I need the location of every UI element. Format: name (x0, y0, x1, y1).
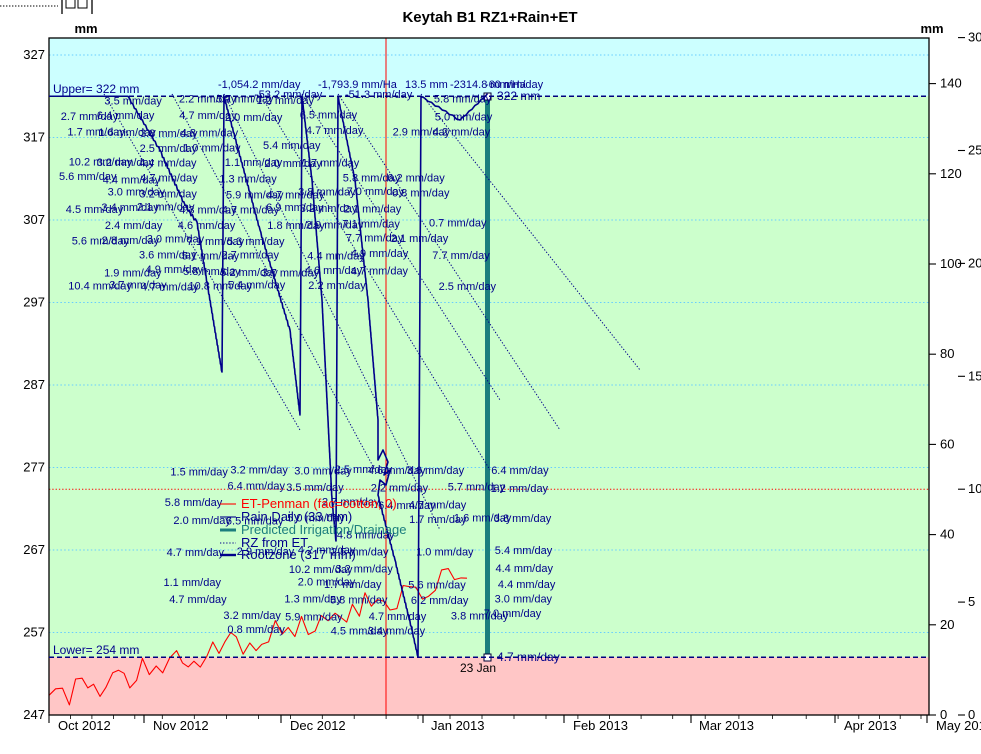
svg-text:-53.2 mm/day: -53.2 mm/day (255, 89, 323, 101)
svg-text:23 Jan: 23 Jan (460, 661, 496, 675)
svg-text:Upper= 322 mm: Upper= 322 mm (53, 82, 139, 96)
svg-text:Feb 2013: Feb 2013 (573, 718, 628, 733)
svg-text:4.4 mm/day: 4.4 mm/day (496, 563, 554, 575)
svg-text:5.4 mm/day: 5.4 mm/day (495, 545, 553, 557)
svg-text:5.3 mm/day: 5.3 mm/day (227, 236, 285, 248)
svg-text:5.6 mm/day: 5.6 mm/day (408, 580, 466, 592)
svg-text:7.1 mm/day: 7.1 mm/day (342, 218, 400, 230)
svg-text:80: 80 (940, 346, 954, 361)
svg-text:3.6 mm/day: 3.6 mm/day (407, 465, 465, 477)
svg-text:5.8 mm/day: 5.8 mm/day (434, 94, 492, 106)
svg-text:5.4 mm/day: 5.4 mm/day (263, 140, 321, 152)
svg-text:15: 15 (968, 368, 981, 383)
svg-text:mm: mm (74, 21, 97, 36)
svg-text:1.0 mm/day: 1.0 mm/day (183, 142, 241, 154)
svg-text:247: 247 (23, 707, 45, 722)
svg-text:25: 25 (968, 143, 981, 158)
svg-text:2.4 mm/day: 2.4 mm/day (105, 220, 163, 232)
svg-text:20: 20 (968, 255, 981, 270)
svg-text:287: 287 (23, 377, 45, 392)
svg-text:4.7 mm/day: 4.7 mm/day (167, 547, 225, 559)
svg-text:267: 267 (23, 542, 45, 557)
svg-text:2.0 mm/day: 2.0 mm/day (225, 112, 283, 124)
svg-text:7.0 mm/day: 7.0 mm/day (484, 608, 542, 620)
svg-text:3.4 mm/day: 3.4 mm/day (368, 625, 426, 637)
svg-text:1.0 mm/day: 1.0 mm/day (416, 547, 474, 559)
svg-text:257: 257 (23, 625, 45, 640)
svg-text:277: 277 (23, 460, 45, 475)
svg-text:4.6 mm/day: 4.6 mm/day (178, 220, 236, 232)
svg-text:4.9 mm/day: 4.9 mm/day (351, 248, 409, 260)
svg-text:0.7 mm/day: 0.7 mm/day (429, 217, 487, 229)
svg-text:1.1 mm/day: 1.1 mm/day (164, 577, 222, 589)
svg-text:Rootzone (317 mm): Rootzone (317 mm) (241, 547, 356, 562)
svg-text:120: 120 (940, 166, 962, 181)
svg-text:4.7 mm/day: 4.7 mm/day (409, 500, 467, 512)
svg-text:1.7 mm/day: 1.7 mm/day (324, 579, 382, 591)
svg-text:5.8 mm/day: 5.8 mm/day (165, 497, 223, 509)
svg-text:2.7 mm/day: 2.7 mm/day (222, 249, 280, 261)
svg-text:30: 30 (968, 30, 981, 45)
svg-text:140: 140 (940, 76, 962, 91)
svg-text:Mar 2013: Mar 2013 (699, 718, 754, 733)
svg-text:May 2013: May 2013 (936, 718, 981, 733)
svg-text:6.4 mm/day: 6.4 mm/day (491, 465, 549, 477)
svg-text:4.8 mm/day: 4.8 mm/day (181, 128, 239, 140)
svg-text:6.4 mm/day: 6.4 mm/day (228, 481, 286, 493)
svg-text:20: 20 (940, 617, 954, 632)
svg-text:6.4 mm/day: 6.4 mm/day (97, 110, 155, 122)
svg-text:6.5 mm/day: 6.5 mm/day (300, 110, 358, 122)
svg-text:Apr 2013: Apr 2013 (844, 718, 897, 733)
svg-text:Lower= 254 mm: Lower= 254 mm (53, 643, 139, 657)
svg-text:-51.3 mm/day: -51.3 mm/day (345, 89, 413, 101)
svg-text:5.9 mm/day: 5.9 mm/day (285, 612, 343, 624)
svg-text:Jan 2013: Jan 2013 (431, 718, 485, 733)
svg-text:6.2 mm/day: 6.2 mm/day (411, 595, 469, 607)
svg-text:2.5 mm/day: 2.5 mm/day (439, 281, 497, 293)
svg-text:327: 327 (23, 47, 45, 62)
svg-text:Nov 2012: Nov 2012 (153, 718, 209, 733)
svg-text:mm: mm (920, 21, 943, 36)
svg-text:3.0 mm/day: 3.0 mm/day (495, 594, 553, 606)
svg-text:4.7 mm/day: 4.7 mm/day (169, 594, 227, 606)
svg-text:Keytah B1 RZ1+Rain+ET: Keytah B1 RZ1+Rain+ET (402, 9, 577, 26)
svg-text:Dec 2012: Dec 2012 (290, 718, 346, 733)
svg-text:3.2 mm/day: 3.2 mm/day (230, 464, 288, 476)
svg-text:4.7 mm/day: 4.7 mm/day (351, 266, 409, 278)
svg-text:5: 5 (968, 594, 975, 609)
svg-text:10: 10 (968, 481, 981, 496)
svg-text:3.2 mm/day: 3.2 mm/day (223, 610, 281, 622)
svg-text:297: 297 (23, 295, 45, 310)
svg-text:1.2 mm/day: 1.2 mm/day (491, 483, 549, 495)
svg-text:5.8 mm/day: 5.8 mm/day (330, 595, 388, 607)
svg-text:3.2 mm/day: 3.2 mm/day (335, 563, 393, 575)
svg-text:7.7 mm/day: 7.7 mm/day (432, 250, 490, 262)
svg-text:0.8 mm/day: 0.8 mm/day (227, 624, 285, 636)
svg-text:307: 307 (23, 212, 45, 227)
svg-text:5.0 mm/day: 5.0 mm/day (435, 111, 493, 123)
svg-text:Oct 2012: Oct 2012 (58, 718, 111, 733)
svg-text:4.7 mm/day: 4.7 mm/day (140, 173, 198, 185)
svg-text:6.2 mm/day: 6.2 mm/day (387, 172, 445, 184)
svg-text:1.5 mm/day: 1.5 mm/day (170, 467, 228, 479)
svg-text:40: 40 (940, 527, 954, 542)
svg-text:2.1 mm/day: 2.1 mm/day (344, 204, 402, 216)
svg-text:3.8 mm/day: 3.8 mm/day (494, 513, 552, 525)
svg-text:4.2 mm/day: 4.2 mm/day (433, 126, 491, 138)
svg-text:317: 317 (23, 130, 45, 145)
svg-text:3.2 mm/day: 3.2 mm/day (139, 188, 197, 200)
svg-text:4.7 mm/day: 4.7 mm/day (306, 125, 364, 137)
svg-text:60: 60 (940, 436, 954, 451)
svg-text:4.4 mm/day: 4.4 mm/day (498, 579, 556, 591)
svg-text:1.3 mm/day: 1.3 mm/day (219, 174, 277, 186)
